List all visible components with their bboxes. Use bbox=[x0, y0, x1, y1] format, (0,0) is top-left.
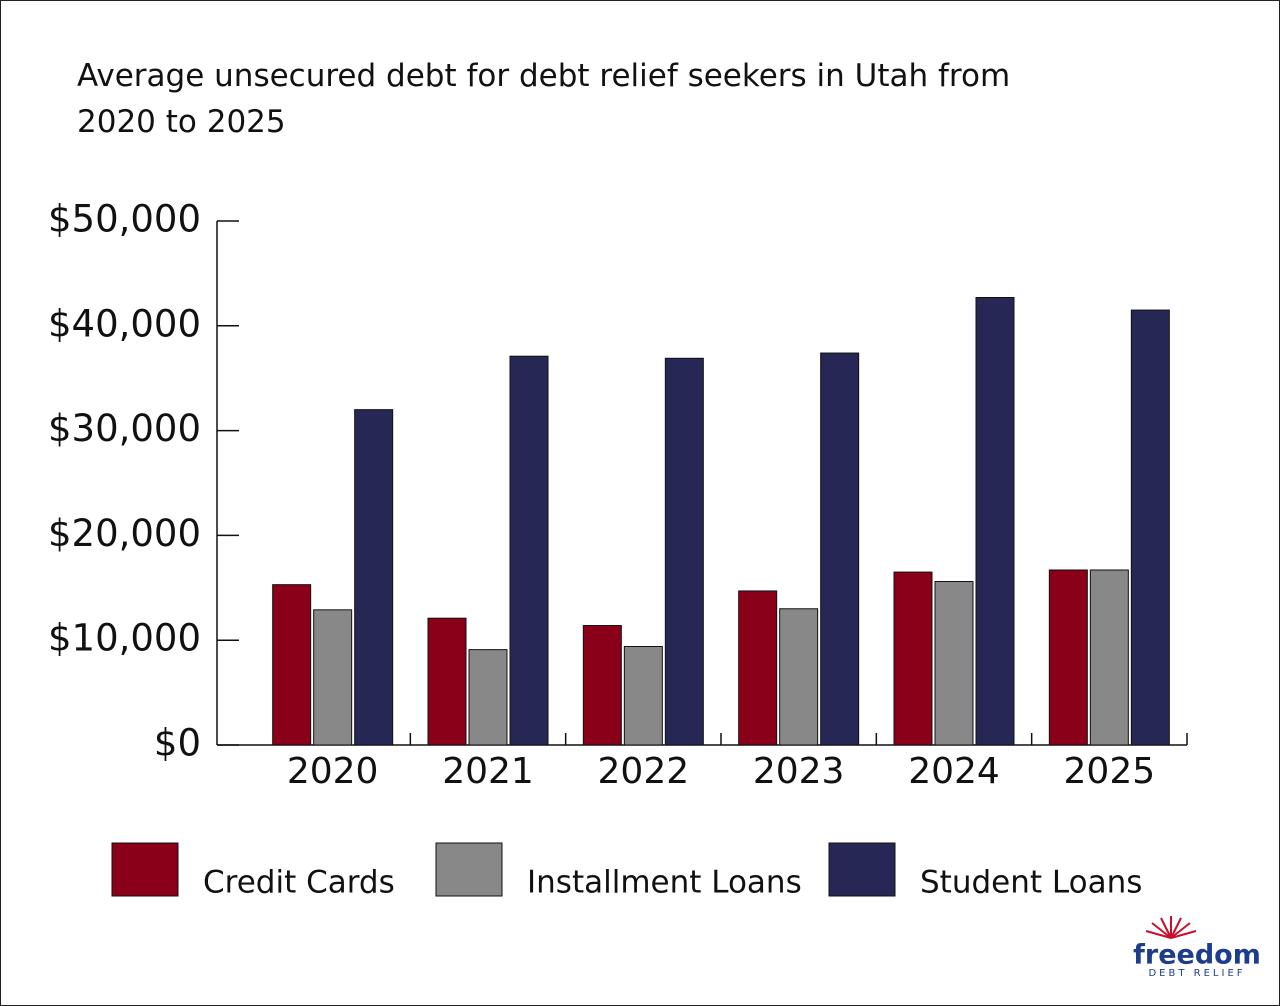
chart-title: Average unsecured debt for debt relief s… bbox=[77, 58, 1011, 140]
x-tick-label: 2020 bbox=[287, 751, 379, 792]
legend-label: Student Loans bbox=[920, 865, 1142, 901]
bar bbox=[975, 297, 1015, 746]
bar bbox=[623, 645, 663, 746]
bar bbox=[1089, 569, 1129, 746]
logo-tagline: DEBT RELIEF bbox=[1148, 968, 1245, 979]
bar bbox=[313, 609, 353, 746]
bar bbox=[664, 357, 704, 746]
bar bbox=[272, 584, 312, 746]
bar bbox=[468, 649, 508, 746]
bar bbox=[427, 617, 467, 746]
y-tick-label: $0 bbox=[154, 722, 201, 765]
x-tick-label: 2025 bbox=[1064, 751, 1156, 792]
logo-name: freedom bbox=[1133, 940, 1261, 971]
x-tick-label: 2024 bbox=[908, 751, 1000, 792]
bar bbox=[509, 355, 549, 746]
y-tick-label: $20,000 bbox=[48, 512, 201, 555]
bar bbox=[893, 571, 933, 746]
y-tick-label: $30,000 bbox=[48, 407, 201, 450]
y-tick-label: $10,000 bbox=[48, 617, 201, 660]
legend-label: Installment Loans bbox=[527, 865, 802, 901]
x-tick-label: 2021 bbox=[442, 751, 534, 792]
logo-sunburst bbox=[1145, 916, 1197, 939]
bar bbox=[1130, 309, 1170, 746]
y-tick-label: $40,000 bbox=[48, 302, 201, 345]
bar bbox=[354, 409, 394, 746]
bar bbox=[582, 625, 622, 746]
bar bbox=[934, 581, 974, 746]
legend-label: Credit Cards bbox=[203, 865, 395, 901]
x-tick-label: 2023 bbox=[753, 751, 845, 792]
bar bbox=[779, 608, 819, 746]
x-tick-label: 2022 bbox=[598, 751, 690, 792]
legend-swatch bbox=[111, 842, 179, 897]
y-tick-label: $50,000 bbox=[48, 198, 201, 241]
legend-swatch bbox=[435, 842, 503, 897]
bar bbox=[820, 352, 860, 746]
legend-swatch bbox=[828, 842, 896, 897]
bar bbox=[738, 590, 778, 746]
bar bbox=[1048, 569, 1088, 746]
